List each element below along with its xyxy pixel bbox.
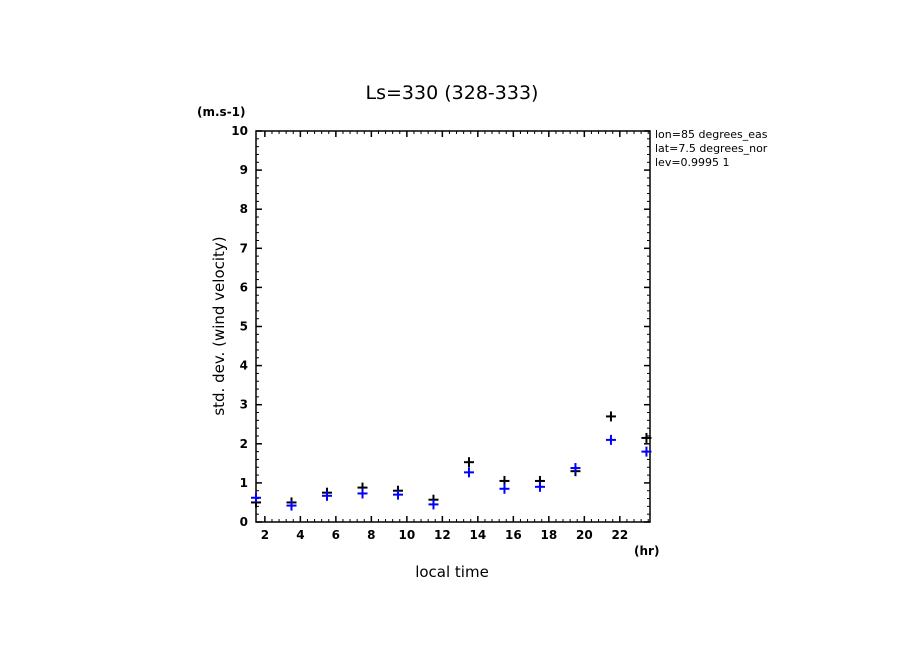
y-tick-label: 2: [240, 437, 248, 451]
x-tick-label: 10: [399, 528, 416, 542]
x-tick-label: 18: [540, 528, 557, 542]
y-tick-label: 9: [240, 163, 248, 177]
x-axis-ticks: 2 4 6 8 10 12 14 16 18 20 22: [261, 131, 649, 542]
data-point-series-2: [463, 467, 474, 478]
y-tick-label: 10: [231, 124, 248, 138]
info-lev: lev=0.9995 1: [655, 156, 730, 169]
data-point-series-2: [392, 489, 403, 500]
x-tick-label: 6: [332, 528, 340, 542]
data-point-series-2: [605, 434, 616, 445]
x-tick-label: 20: [576, 528, 593, 542]
y-tick-label: 3: [240, 398, 248, 412]
data-markers: [251, 411, 652, 511]
info-lon: lon=85 degrees_eas: [655, 128, 768, 141]
y-tick-label: 7: [240, 241, 248, 255]
data-point-series-2: [357, 488, 368, 499]
info-lat: lat=7.5 degrees_nor: [655, 142, 768, 155]
y-unit-label: (m.s-1): [197, 105, 246, 119]
data-point-series-2: [534, 481, 545, 492]
x-tick-label: 4: [296, 528, 304, 542]
y-tick-label: 0: [240, 515, 248, 529]
data-point-series-1: [641, 432, 652, 443]
x-unit-label: (hr): [634, 544, 659, 558]
data-point-series-2: [286, 500, 297, 511]
x-tick-label: 2: [261, 528, 269, 542]
data-point-series-2: [499, 483, 510, 494]
data-point-series-2: [428, 499, 439, 510]
info-block: lon=85 degrees_eas lat=7.5 degrees_nor l…: [655, 128, 768, 169]
data-point-series-1: [605, 411, 616, 422]
x-tick-label: 8: [367, 528, 375, 542]
data-point-series-2: [570, 463, 581, 474]
data-point-series-2: [321, 490, 332, 501]
x-axis-label: local time: [415, 563, 489, 581]
chart-title: Ls=330 (328-333): [366, 82, 539, 104]
data-point-series-2: [251, 492, 261, 503]
x-tick-label: 12: [434, 528, 451, 542]
x-tick-label: 16: [505, 528, 522, 542]
plot-frame: [255, 130, 651, 523]
y-tick-label: 5: [240, 320, 248, 334]
x-tick-label: 22: [611, 528, 628, 542]
x-tick-label: 14: [469, 528, 486, 542]
y-tick-label: 4: [240, 359, 248, 373]
y-axis-label: std. dev. (wind velocity): [210, 236, 228, 415]
data-point-series-2: [641, 446, 652, 457]
y-tick-label: 8: [240, 202, 248, 216]
y-tick-label: 6: [240, 280, 248, 294]
y-axis-ticks: 0 1 2 3 4 5 6 7 8 9 10: [231, 124, 650, 529]
y-tick-label: 1: [240, 476, 248, 490]
data-point-series-1: [463, 457, 474, 468]
